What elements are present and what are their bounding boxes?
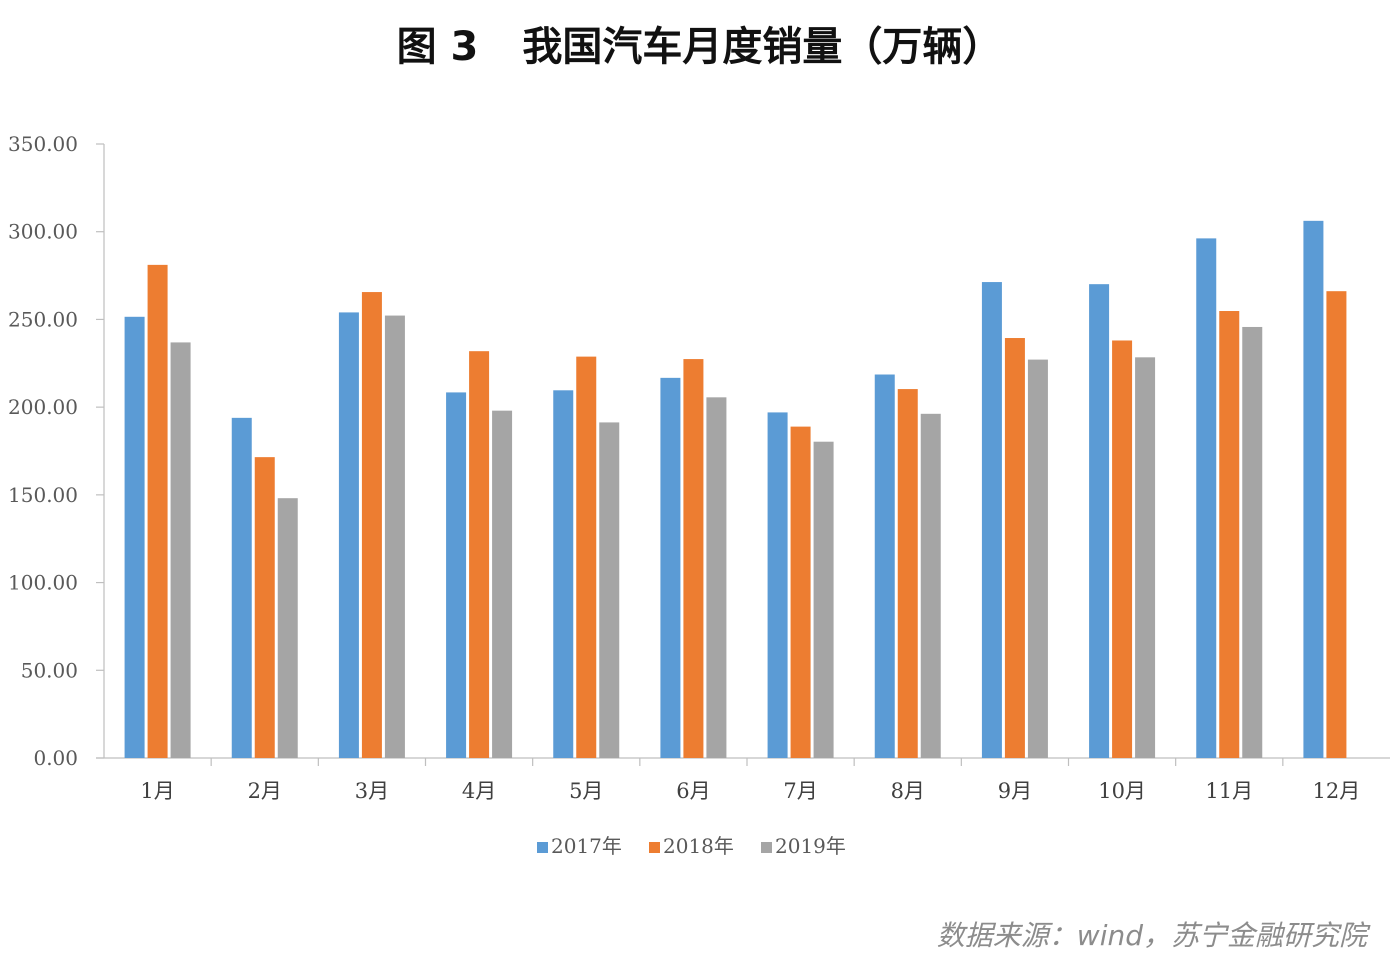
bar-2018年-3月	[361, 292, 382, 758]
x-tick-label: 1月	[140, 779, 174, 803]
bar-2017年-2月	[231, 417, 252, 758]
x-tick-label: 5月	[569, 779, 603, 803]
bar-2017年-7月	[767, 412, 788, 758]
figure-label: 图 3	[396, 24, 479, 70]
bar-2017年-3月	[338, 312, 359, 758]
x-tick-label: 7月	[783, 779, 817, 803]
source-note: 数据来源：wind，苏宁金融研究院	[936, 919, 1367, 952]
bar-2017年-6月	[660, 377, 681, 758]
bar-2019年-11月	[1242, 326, 1263, 758]
legend-label-2018年: 2018年	[663, 834, 734, 858]
bar-2017年-11月	[1196, 238, 1217, 759]
bar-2017年-5月	[553, 390, 574, 758]
y-tick-label: 0.00	[33, 746, 78, 770]
bar-2018年-1月	[147, 264, 168, 758]
bar-2018年-7月	[790, 426, 811, 758]
bar-2019年-3月	[384, 315, 405, 758]
bar-2018年-2月	[254, 457, 275, 758]
bar-2017年-8月	[874, 374, 895, 758]
bar-2019年-4月	[492, 410, 513, 758]
bar-2019年-10月	[1135, 357, 1156, 758]
chart-axes: 0.00 50.00 100.00 150.00 200.00 250.00 300.00 3…	[8, 132, 1390, 803]
legend-swatch-2018年	[649, 842, 660, 853]
bar-2017年-9月	[981, 282, 1002, 758]
legend-swatch-2019年	[761, 842, 772, 853]
bar-2019年-5月	[599, 422, 620, 758]
chart-title: 图 3 我国汽车月度销量（万辆）	[0, 14, 1399, 72]
x-tick-label: 3月	[355, 779, 389, 803]
bar-2018年-11月	[1219, 311, 1240, 758]
x-tick-label: 6月	[676, 779, 710, 803]
bar-2017年-10月	[1089, 284, 1110, 758]
bar-2019年-9月	[1027, 359, 1048, 758]
x-tick-label: 11月	[1205, 779, 1253, 803]
x-tick-label: 12月	[1313, 779, 1361, 803]
bar-2017年-1月	[124, 316, 145, 758]
y-tick-label: 300.00	[8, 220, 78, 244]
bar-2019年-1月	[170, 342, 191, 758]
x-tick-label: 8月	[891, 779, 925, 803]
legend-swatch-2017年	[537, 842, 548, 853]
bar-2018年-5月	[576, 356, 597, 758]
y-tick-label: 350.00	[8, 132, 78, 156]
bar-2018年-8月	[897, 389, 918, 758]
y-tick-label: 200.00	[8, 395, 78, 419]
bar-2019年-2月	[277, 498, 298, 758]
chart-bars	[124, 220, 1347, 759]
chart-legend: 2017年 2018年 2019年	[537, 834, 846, 858]
bar-2019年-6月	[706, 397, 727, 758]
x-tick-label: 10月	[1098, 779, 1146, 803]
bar-2018年-4月	[469, 351, 490, 758]
bar-2018年-10月	[1112, 340, 1133, 758]
bar-2018年-6月	[683, 359, 704, 758]
bar-2018年-9月	[1004, 338, 1025, 758]
x-tick-label: 9月	[998, 779, 1032, 803]
bar-2019年-8月	[920, 413, 941, 758]
bar-2018年-12月	[1326, 291, 1347, 758]
chart-title-text: 我国汽车月度销量（万辆）	[522, 24, 1003, 70]
bar-2017年-4月	[446, 392, 467, 758]
legend-label-2019年: 2019年	[775, 834, 846, 858]
y-tick-label: 250.00	[8, 307, 78, 331]
x-tick-label: 4月	[462, 779, 496, 803]
y-tick-label: 50.00	[21, 658, 78, 682]
x-tick-label: 2月	[248, 779, 282, 803]
bar-2017年-12月	[1303, 220, 1324, 758]
bar-2019年-7月	[813, 441, 834, 758]
y-tick-label: 150.00	[8, 483, 78, 507]
legend-label-2017年: 2017年	[551, 834, 622, 858]
y-tick-label: 100.00	[8, 571, 78, 595]
